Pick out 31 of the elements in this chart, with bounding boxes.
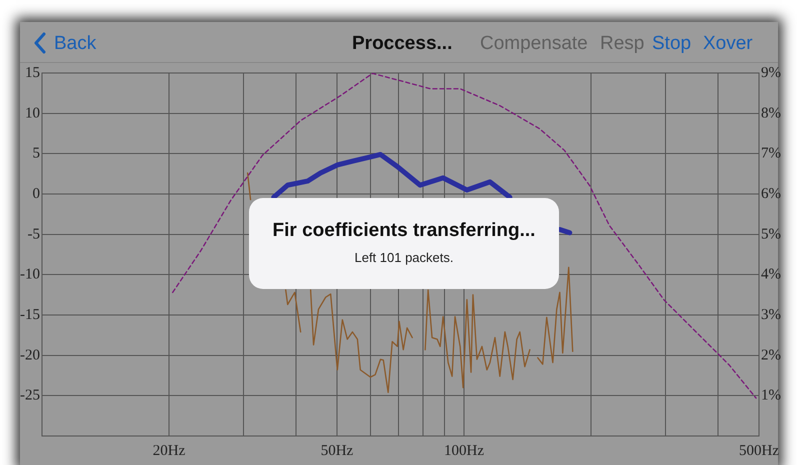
chart-title: Proccess... bbox=[352, 33, 452, 55]
y-tick-label: 0 bbox=[32, 186, 40, 202]
y-tick-label: 5 bbox=[32, 146, 40, 162]
y-tick-label: 15 bbox=[25, 64, 40, 81]
annotation: Left 101 packets. bbox=[353, 250, 454, 265]
y-tick-label: -20 bbox=[20, 347, 40, 364]
text: Stop bbox=[652, 33, 692, 55]
y-tick-label: 10 bbox=[25, 105, 40, 122]
x-tick-label: 100Hz bbox=[444, 442, 484, 459]
y2-tick-label: 4% bbox=[761, 266, 781, 283]
y2-tick-label: 5% bbox=[761, 226, 781, 242]
text: Compensate bbox=[480, 33, 588, 55]
y2-tick-label: 2% bbox=[761, 347, 781, 364]
text: Xover bbox=[703, 33, 753, 55]
x-tick-label: 20Hz bbox=[152, 442, 186, 459]
y2-tick-label: 7% bbox=[761, 146, 781, 162]
annotation: Fir coefficients transferring... bbox=[272, 220, 536, 242]
y2-tick-label: 9% bbox=[761, 64, 781, 81]
y-tick-label: -10 bbox=[20, 266, 40, 283]
y2-tick-label: 8% bbox=[761, 105, 781, 122]
y-tick-label: -15 bbox=[20, 306, 40, 323]
y2-tick-label: 1% bbox=[761, 388, 781, 404]
dialog-box: Fir coefficients transferring... Left 101 packets. bbox=[249, 198, 559, 289]
text: Back bbox=[54, 33, 96, 55]
y-tick-label: -5 bbox=[28, 226, 40, 242]
x-tick-label: 50Hz bbox=[320, 442, 354, 459]
text: Resp bbox=[600, 33, 644, 55]
y2-tick-label: 6% bbox=[761, 186, 781, 202]
y-tick-label: -25 bbox=[20, 388, 40, 404]
x-tick-label: 500Hz bbox=[739, 442, 780, 459]
y2-tick-label: 3% bbox=[761, 306, 781, 323]
